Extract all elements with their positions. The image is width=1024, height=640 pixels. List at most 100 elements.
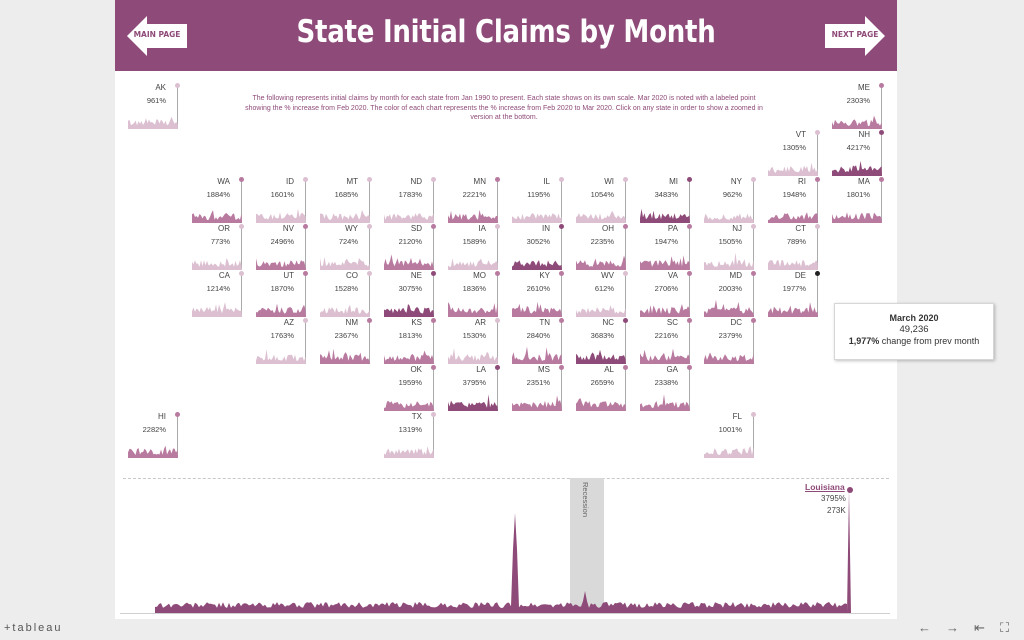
state-tile-il[interactable]: IL 1195% bbox=[512, 177, 564, 223]
sparkline-area bbox=[256, 349, 306, 364]
march-point bbox=[367, 224, 372, 229]
state-tile-wa[interactable]: WA 1884% bbox=[192, 177, 244, 223]
state-tile-tx[interactable]: TX 1319% bbox=[384, 412, 436, 458]
state-tile-az[interactable]: AZ 1763% bbox=[256, 318, 308, 364]
state-tile-oh[interactable]: OH 2235% bbox=[576, 224, 628, 270]
state-tile-ia[interactable]: IA 1589% bbox=[448, 224, 500, 270]
state-tile-ks[interactable]: KS 1813% bbox=[384, 318, 436, 364]
state-tile-de[interactable]: DE 1977% bbox=[768, 271, 820, 317]
state-pct: 724% bbox=[338, 237, 358, 246]
state-tile-nc[interactable]: NC 3683% bbox=[576, 318, 628, 364]
state-tile-mo[interactable]: MO 1836% bbox=[448, 271, 500, 317]
state-tile-ms[interactable]: MS 2351% bbox=[512, 365, 564, 411]
state-tile-sc[interactable]: SC 2216% bbox=[640, 318, 692, 364]
state-tile-ct[interactable]: CT 789% bbox=[768, 224, 820, 270]
sparkline-area bbox=[256, 303, 306, 317]
state-tile-or[interactable]: OR 773% bbox=[192, 224, 244, 270]
state-tile-mt[interactable]: MT 1685% bbox=[320, 177, 372, 223]
state-pct: 789% bbox=[786, 237, 806, 246]
sparkline-area bbox=[832, 212, 882, 223]
state-tile-nj[interactable]: NJ 1505% bbox=[704, 224, 756, 270]
state-tile-co[interactable]: CO 1528% bbox=[320, 271, 372, 317]
state-sparkline bbox=[640, 304, 690, 317]
state-sparkline bbox=[384, 254, 434, 270]
march-line bbox=[753, 181, 754, 223]
sparkline-area bbox=[512, 260, 562, 270]
state-tile-al[interactable]: AL 2659% bbox=[576, 365, 628, 411]
arrow-left-icon bbox=[127, 16, 187, 56]
march-line bbox=[817, 134, 818, 176]
sparkline-area bbox=[768, 302, 818, 317]
fullscreen-icon[interactable]: ⛶ bbox=[1000, 620, 1010, 635]
sparkline-area bbox=[832, 115, 882, 129]
state-sparkline bbox=[128, 116, 178, 129]
recession-label: Recession bbox=[581, 482, 590, 518]
state-tile-ri[interactable]: RI 1948% bbox=[768, 177, 820, 223]
state-abbr: CO bbox=[346, 271, 358, 280]
selected-state-name[interactable]: Louisiana bbox=[805, 482, 845, 492]
state-abbr: NE bbox=[410, 271, 422, 280]
state-tile-id[interactable]: ID 1601% bbox=[256, 177, 308, 223]
march-line bbox=[689, 181, 690, 223]
state-tile-tn[interactable]: TN 2840% bbox=[512, 318, 564, 364]
state-tile-wv[interactable]: WV 612% bbox=[576, 271, 628, 317]
state-sparkline bbox=[320, 304, 370, 317]
state-tile-ut[interactable]: UT 1870% bbox=[256, 271, 308, 317]
state-tile-ok[interactable]: OK 1959% bbox=[384, 365, 436, 411]
state-sparkline bbox=[576, 305, 626, 317]
state-sparkline bbox=[192, 302, 242, 317]
state-tile-md[interactable]: MD 2003% bbox=[704, 271, 756, 317]
state-tile-fl[interactable]: FL 1001% bbox=[704, 412, 756, 458]
state-tile-ak[interactable]: AK 961% bbox=[128, 83, 180, 129]
sparkline-area bbox=[832, 160, 882, 176]
revert-icon[interactable]: ⇤ bbox=[974, 620, 985, 635]
state-tile-nm[interactable]: NM 2367% bbox=[320, 318, 372, 364]
state-tile-dc[interactable]: DC 2379% bbox=[704, 318, 756, 364]
state-sparkline bbox=[832, 160, 882, 176]
state-tile-wi[interactable]: WI 1054% bbox=[576, 177, 628, 223]
state-tile-mi[interactable]: MI 3483% bbox=[640, 177, 692, 223]
march-point bbox=[367, 318, 372, 323]
state-pct: 1836% bbox=[462, 284, 486, 293]
march-line bbox=[625, 228, 626, 270]
state-tile-ne[interactable]: NE 3075% bbox=[384, 271, 436, 317]
state-tile-sd[interactable]: SD 2120% bbox=[384, 224, 436, 270]
state-tile-in[interactable]: IN 3052% bbox=[512, 224, 564, 270]
state-pct: 773% bbox=[210, 237, 230, 246]
march-line bbox=[561, 228, 562, 270]
state-pct: 2379% bbox=[718, 331, 742, 340]
state-tile-va[interactable]: VA 2706% bbox=[640, 271, 692, 317]
zoomed-state-chart[interactable] bbox=[155, 480, 865, 616]
redo-icon[interactable]: → bbox=[946, 620, 959, 635]
state-tile-nh[interactable]: NH 4217% bbox=[832, 130, 884, 176]
undo-icon[interactable]: ← bbox=[918, 620, 931, 635]
march-line bbox=[369, 228, 370, 270]
state-tile-vt[interactable]: VT 1305% bbox=[768, 130, 820, 176]
state-tile-la[interactable]: LA 3795% bbox=[448, 365, 500, 411]
state-tile-ar[interactable]: AR 1530% bbox=[448, 318, 500, 364]
march-line bbox=[305, 275, 306, 317]
state-pct: 1801% bbox=[846, 190, 870, 199]
state-tile-hi[interactable]: HI 2282% bbox=[128, 412, 180, 458]
sparkline-area bbox=[128, 445, 178, 458]
next-page-button[interactable]: NEXT PAGE bbox=[823, 14, 887, 58]
state-sparkline bbox=[384, 213, 434, 223]
state-tile-ga[interactable]: GA 2338% bbox=[640, 365, 692, 411]
state-sparkline bbox=[704, 446, 754, 458]
state-tile-nv[interactable]: NV 2496% bbox=[256, 224, 308, 270]
state-tile-me[interactable]: ME 2303% bbox=[832, 83, 884, 129]
state-abbr: PA bbox=[667, 224, 678, 233]
state-tile-ca[interactable]: CA 1214% bbox=[192, 271, 244, 317]
state-tile-ny[interactable]: NY 962% bbox=[704, 177, 756, 223]
state-abbr: CT bbox=[795, 224, 806, 233]
main-page-button[interactable]: MAIN PAGE bbox=[125, 14, 189, 58]
state-abbr: TX bbox=[411, 412, 422, 421]
state-abbr: DC bbox=[730, 318, 742, 327]
state-tile-wy[interactable]: WY 724% bbox=[320, 224, 372, 270]
state-tile-ky[interactable]: KY 2610% bbox=[512, 271, 564, 317]
state-tile-ma[interactable]: MA 1801% bbox=[832, 177, 884, 223]
state-tile-nd[interactable]: ND 1783% bbox=[384, 177, 436, 223]
state-pct: 2367% bbox=[334, 331, 358, 340]
state-tile-mn[interactable]: MN 2221% bbox=[448, 177, 500, 223]
state-tile-pa[interactable]: PA 1947% bbox=[640, 224, 692, 270]
